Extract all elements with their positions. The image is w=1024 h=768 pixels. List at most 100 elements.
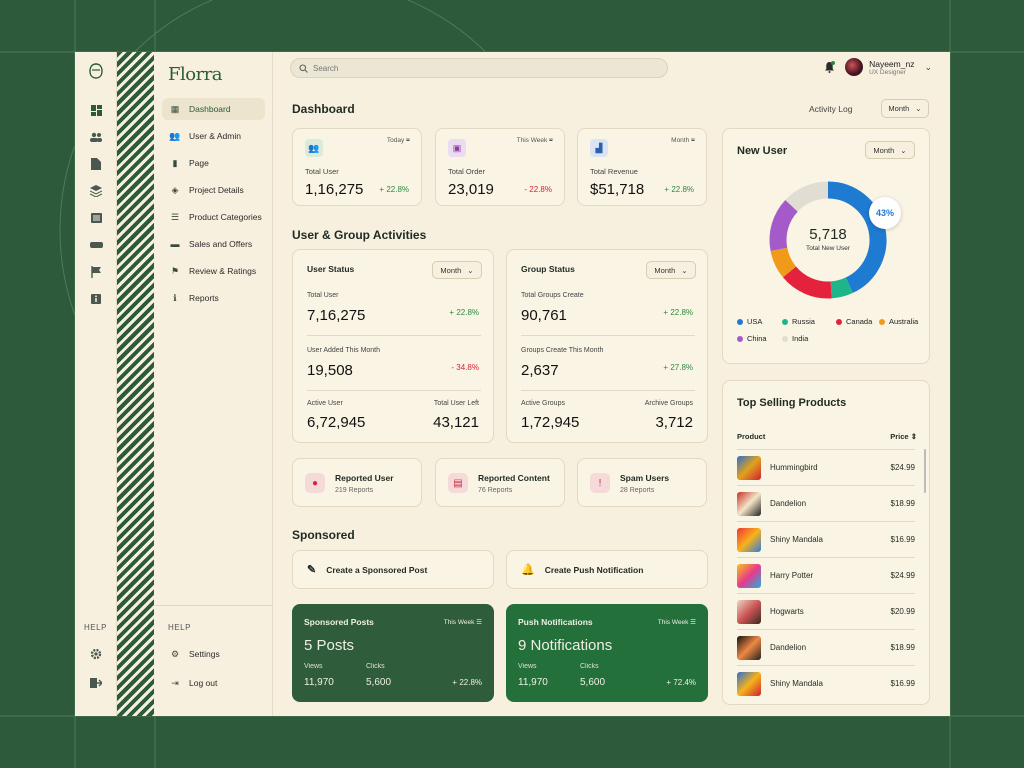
stat-period-filter[interactable]: Month ⩸ [671,137,695,144]
group-status-period-dropdown[interactable]: Month ⌄ [646,261,696,279]
product-thumbnail [737,491,761,516]
sidebar-item-review-ratings[interactable]: ⚑ Review & Ratings [162,260,265,282]
logout-button[interactable]: ⇥ Log out [162,672,265,694]
reported-user-card[interactable]: ● Reported User 219 Reports [292,458,422,507]
sidebar-item-label: Product Categories [189,212,262,222]
stat-value: 1,16,275 [305,181,364,198]
grid-icon[interactable] [88,102,104,118]
spam-users-card[interactable]: ! Spam Users 28 Reports [577,458,707,507]
column-header-product[interactable]: Product [737,432,766,441]
reported-content-card[interactable]: ▤ Reported Content 76 Reports [435,458,565,507]
sidebar-item-label: Page [189,158,209,168]
chevron-down-icon[interactable]: ⌄ [924,61,932,72]
search-input[interactable]: Search [290,58,668,78]
list-icon: ☰ [170,211,180,222]
total-groups-value: 90,761 [521,307,567,324]
users-icon[interactable] [88,129,104,145]
product-name: Dandelion [770,499,807,508]
layers-icon: ◈ [171,184,179,195]
period-dropdown[interactable]: Month ⌄ [881,99,929,118]
sidebar-item-reports[interactable]: ℹ Reports [162,287,265,309]
layers-icon[interactable] [88,183,104,199]
table-row[interactable]: Dandelion $18.99 [737,629,915,665]
create-sponsored-post-button[interactable]: ✎ Create a Sponsored Post [292,550,494,589]
report-count: 219 Reports [335,487,374,494]
logout-icon[interactable] [88,675,104,691]
column-header-price[interactable]: Price ⇕ [890,432,917,441]
stat-period-filter[interactable]: This Week ⩸ [516,137,553,144]
grid-icon: ▦ [170,103,180,114]
active-groups-label: Active Groups [521,400,565,407]
page-title: Dashboard [292,102,355,116]
users-icon: 👥 [305,139,323,157]
settings-label: Settings [189,649,220,659]
info-icon[interactable] [88,291,104,307]
product-price: $18.99 [890,643,915,652]
user-info[interactable]: Nayeem_nz UX Designer [869,59,914,76]
settings-button[interactable]: ⚙ Settings [162,643,265,665]
gear-icon[interactable] [88,646,104,662]
groups-added-label: Groups Create This Month [521,347,604,354]
flag-icon[interactable] [88,264,104,280]
handshake-icon[interactable] [88,237,104,253]
new-user-period-dropdown[interactable]: Month ⌄ [865,141,915,159]
activity-log-link[interactable]: Activity Log [809,104,853,114]
logout-icon: ⇥ [171,677,179,688]
views-value: 11,970 [518,677,548,688]
table-row[interactable]: Hummingbird $24.99 [737,449,915,485]
bell-icon[interactable] [823,61,835,73]
rail-help-label: HELP [84,623,107,632]
table-row[interactable]: Shiny Mandala $16.99 [737,665,915,701]
views-label: Views [304,663,323,670]
added-value: 19,508 [307,362,353,379]
card-title: Sponsored Posts [304,617,374,627]
stat-label: Total Order [448,167,486,176]
sidebar-item-user-admin[interactable]: 👥 User & Admin [162,125,265,147]
product-price: $16.99 [890,679,915,688]
page-icon: ▮ [172,157,178,168]
report-count: 76 Reports [478,487,513,494]
sponsored-posts-card: Sponsored Posts This Week ☰ 5 Posts View… [292,604,494,702]
period-filter[interactable]: This Week ☰ [443,619,482,626]
create-push-notification-button[interactable]: 🔔 Create Push Notification [506,550,708,589]
product-name: Shiny Mandala [770,535,823,544]
donut-slice-usa [827,181,887,293]
stat-period-filter[interactable]: Today ⩸ [386,137,410,144]
product-price: $20.99 [890,607,915,616]
table-row[interactable]: Shiny Mandala $16.99 [737,521,915,557]
table-row[interactable]: Dandelion $18.99 [737,485,915,521]
avatar[interactable] [845,58,864,76]
page-icon[interactable] [88,156,104,172]
sidebar-item-sales-offers[interactable]: ▬ Sales and Offers [162,233,265,255]
sort-icon: ⇕ [910,432,917,441]
app-window: HELP Florra ▦ Dashboard 👥 User & Admin ▮ Pa… [75,52,950,716]
sidebar-item-page[interactable]: ▮ Page [162,152,265,174]
product-thumbnail [737,599,761,624]
total-user-change: + 22.8% [449,308,479,317]
list-icon[interactable] [88,210,104,226]
user-status-period-dropdown[interactable]: Month ⌄ [432,261,482,279]
sidebar-item-product-categories[interactable]: ☰ Product Categories [162,206,265,228]
product-name: Shiny Mandala [770,679,823,688]
archive-groups-label: Archive Groups [644,400,693,407]
product-thumbnail [737,671,761,696]
gear-icon: ⚙ [170,648,180,659]
legend-item-australia: Australia [879,317,918,326]
table-row[interactable]: Hogwarts $20.99 [737,593,915,629]
sidebar: Florra ▦ Dashboard 👥 User & Admin ▮ Page ◈ P… [154,52,273,716]
main-content: Search Nayeem_nz UX Designer ⌄ Dashboard… [273,52,950,716]
content-icon: ▤ [448,473,468,493]
button-label: Create a Sponsored Post [326,564,428,575]
dropdown-value: Month [440,265,462,275]
table-row[interactable]: Harry Potter $24.99 [737,557,915,593]
scrollbar[interactable] [924,449,926,493]
stat-label: Total User [305,167,339,176]
app-logo-icon [88,62,104,80]
legend-label: Canada [846,317,873,326]
period-filter[interactable]: This Week ☰ [657,619,696,626]
product-thumbnail [737,563,761,588]
sidebar-item-dashboard[interactable]: ▦ Dashboard [162,98,265,120]
sidebar-item-project-details[interactable]: ◈ Project Details [162,179,265,201]
product-thumbnail [737,455,761,480]
sidebar-divider [154,605,272,606]
